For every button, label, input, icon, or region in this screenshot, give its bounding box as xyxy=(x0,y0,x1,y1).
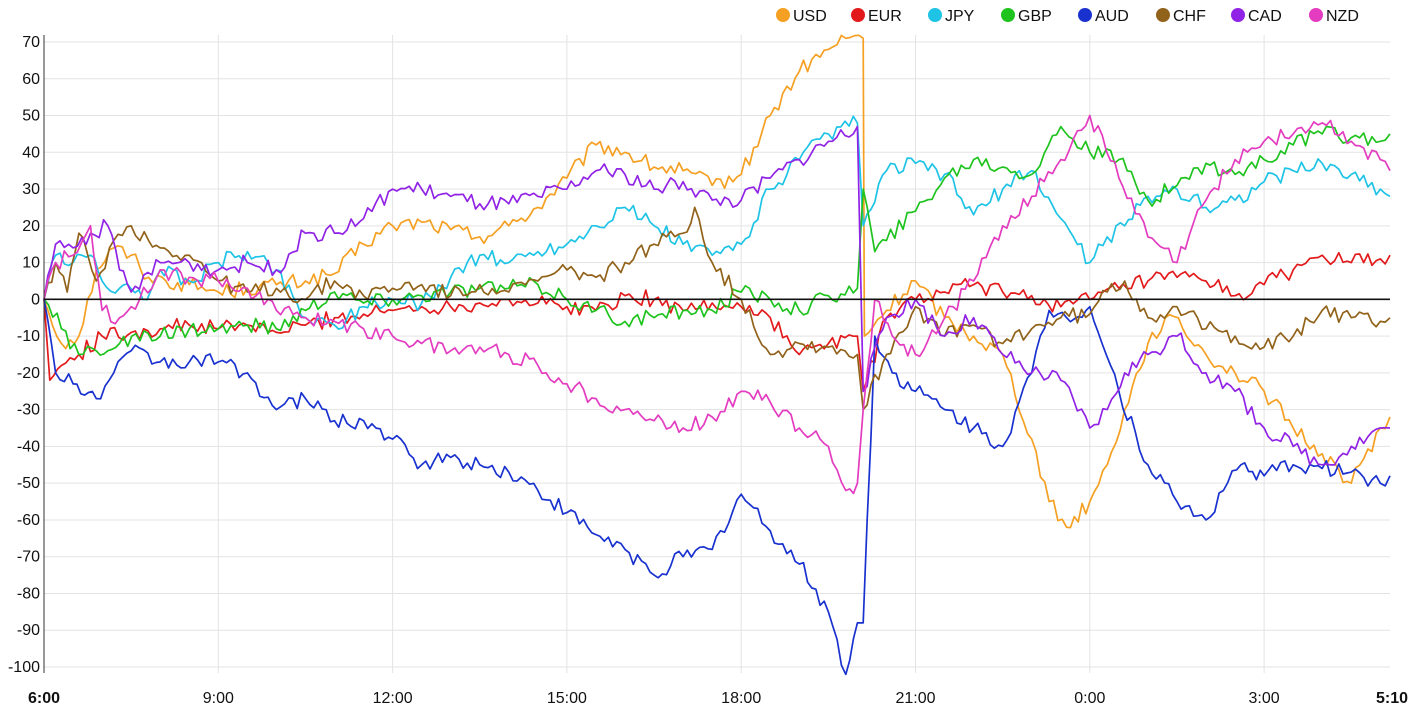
grid xyxy=(44,35,1390,673)
legend-item-eur: EUR xyxy=(851,8,902,25)
legend-item-usd: USD xyxy=(776,8,827,25)
y-tick-label: -50 xyxy=(17,475,40,492)
series-line-chf xyxy=(43,206,1391,411)
y-tick-label: -90 xyxy=(17,622,40,639)
series-line-jpy xyxy=(43,115,1391,330)
legend-label: GBP xyxy=(1018,8,1052,25)
y-tick-label: -80 xyxy=(17,585,40,602)
y-tick-label: -60 xyxy=(17,512,40,529)
legend-marker xyxy=(1078,8,1092,22)
y-tick-label: 50 xyxy=(22,108,40,125)
x-tick-label: 18:00 xyxy=(721,690,761,707)
x-tick-label: 5:10 xyxy=(1376,690,1408,707)
legend-label: NZD xyxy=(1326,8,1359,25)
series-line-gbp xyxy=(43,125,1391,356)
x-tick-label: 21:00 xyxy=(895,690,935,707)
series-line-usd xyxy=(43,34,1391,529)
series-line-nzd xyxy=(43,114,1391,495)
series-lines xyxy=(43,34,1391,676)
y-tick-label: -40 xyxy=(17,438,40,455)
x-tick-label: 6:00 xyxy=(28,690,60,707)
legend-label: CHF xyxy=(1173,8,1206,25)
legend-label: EUR xyxy=(868,8,902,25)
x-tick-label: 15:00 xyxy=(547,690,587,707)
legend-marker xyxy=(1001,8,1015,22)
x-tick-label: 9:00 xyxy=(203,690,234,707)
legend-marker xyxy=(1156,8,1170,22)
legend-marker xyxy=(928,8,942,22)
legend-item-chf: CHF xyxy=(1156,8,1206,25)
y-tick-label: 40 xyxy=(22,144,40,161)
y-tick-label: 0 xyxy=(31,291,40,308)
series-line-eur xyxy=(43,251,1391,393)
legend-item-gbp: GBP xyxy=(1001,8,1052,25)
legend-label: JPY xyxy=(945,8,975,25)
axes: 70 60 50 40 30 20 10 0 -10 -20 -30 -40 -50 -60 -70 -80 -… xyxy=(8,34,1408,707)
legend-marker xyxy=(1231,8,1245,22)
legend-label: USD xyxy=(793,8,827,25)
legend: USD EUR JPY GBP AUD CHF CAD NZD xyxy=(776,8,1359,25)
y-tick-label: -100 xyxy=(8,659,40,676)
y-tick-label: -70 xyxy=(17,549,40,566)
legend-item-nzd: NZD xyxy=(1309,8,1359,25)
series-line-cad xyxy=(43,125,1391,466)
y-tick-label: -10 xyxy=(17,328,40,345)
legend-marker xyxy=(851,8,865,22)
y-tick-label: 20 xyxy=(22,218,40,235)
legend-label: CAD xyxy=(1248,8,1282,25)
legend-item-jpy: JPY xyxy=(928,8,975,25)
legend-item-aud: AUD xyxy=(1078,8,1129,25)
y-tick-label: 30 xyxy=(22,181,40,198)
y-tick-label: 70 xyxy=(22,34,40,51)
y-tick-label: 10 xyxy=(22,255,40,272)
y-tick-label: -20 xyxy=(17,365,40,382)
y-tick-label: 60 xyxy=(22,71,40,88)
legend-marker xyxy=(776,8,790,22)
x-tick-label: 0:00 xyxy=(1074,690,1105,707)
legend-item-cad: CAD xyxy=(1231,8,1282,25)
legend-label: AUD xyxy=(1095,8,1129,25)
x-tick-label: 3:00 xyxy=(1249,690,1280,707)
series-line-aud xyxy=(43,299,1391,676)
y-tick-label: -30 xyxy=(17,402,40,419)
x-tick-label: 12:00 xyxy=(373,690,413,707)
legend-marker xyxy=(1309,8,1323,22)
